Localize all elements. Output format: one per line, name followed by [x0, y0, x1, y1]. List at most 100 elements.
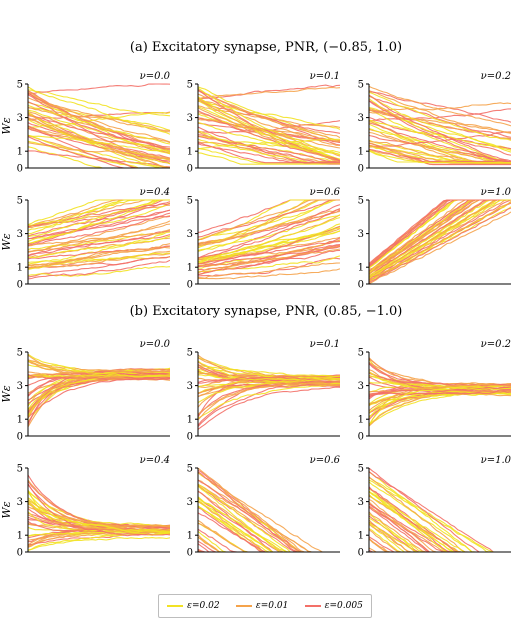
series-line	[198, 380, 340, 421]
y-tick-label: 3	[17, 497, 23, 508]
series-line	[28, 245, 170, 269]
series-line	[28, 89, 170, 117]
panel-title: ν=0.0	[140, 339, 171, 350]
series-line	[28, 199, 170, 238]
y-tick-label: 0	[187, 432, 193, 443]
series-line	[28, 134, 170, 169]
series-line	[28, 231, 170, 265]
series-group	[198, 467, 340, 553]
y-tick-label: 3	[187, 381, 193, 392]
legend-item: ε=0.02	[167, 601, 220, 611]
series-line	[198, 199, 340, 247]
series-line	[369, 477, 511, 553]
series-group	[28, 199, 170, 280]
series-line	[28, 243, 170, 269]
series-line	[198, 366, 340, 384]
panel-title: ν=0.4	[140, 187, 170, 198]
series-line	[198, 240, 340, 265]
series-line	[28, 235, 170, 259]
series-line	[369, 199, 511, 277]
legend-label-eps-001: ε=0.01	[255, 601, 289, 611]
series-line	[28, 199, 170, 226]
series-group	[28, 474, 170, 551]
series-line	[369, 95, 511, 138]
y-tick-label: 1	[187, 531, 193, 542]
y-tick-label: 1	[17, 147, 23, 158]
panel-title: ν=1.0	[481, 187, 512, 198]
series-line	[28, 259, 170, 280]
series-line	[198, 357, 340, 379]
panel-title: ν=0.0	[140, 71, 171, 82]
series-line	[28, 83, 170, 95]
series-line	[198, 378, 340, 404]
y-tick-label: 3	[187, 497, 193, 508]
series-line	[198, 384, 340, 419]
y-tick-label: 0	[17, 164, 23, 175]
series-line	[369, 201, 511, 282]
y-tick-label: 5	[358, 196, 364, 207]
y-tick-label: 5	[17, 80, 23, 91]
y-tick-label: 0	[358, 432, 364, 443]
panel: 0 1 3 5 ν=0.1	[187, 339, 340, 443]
y-tick-label: 0	[358, 280, 364, 291]
y-tick-label: 0	[187, 548, 193, 559]
series-line	[369, 100, 511, 163]
y-tick-label: 5	[17, 464, 23, 475]
y-tick-label: 5	[187, 464, 193, 475]
y-tick-label: 5	[358, 348, 364, 359]
series-line	[198, 87, 340, 156]
series-line	[198, 374, 340, 381]
y-tick-label: 3	[187, 113, 193, 124]
series-line	[28, 528, 170, 541]
panel: 0 1 3 5 ν=0.6	[187, 187, 341, 291]
series-line	[369, 387, 511, 426]
y-tick-label: 1	[17, 263, 23, 274]
series-line	[28, 215, 170, 240]
panel: 0 1 3 5 ν=1.0	[358, 455, 512, 559]
series-line	[369, 122, 511, 164]
panel: 0 1 3 5 ν=0.6	[187, 455, 341, 559]
series-line	[198, 138, 340, 150]
y-tick-label: 3	[358, 229, 364, 240]
series-line	[198, 84, 340, 100]
panel: 0 1 3 5 ν=0.0 Wε	[0, 71, 171, 175]
series-line	[369, 108, 511, 122]
panel-title: ν=0.4	[140, 455, 170, 466]
series-line	[198, 199, 340, 238]
panel-title: ν=0.1	[310, 71, 340, 82]
y-tick-label: 5	[358, 464, 364, 475]
y-tick-label: 0	[358, 548, 364, 559]
series-line	[198, 384, 340, 427]
series-line	[28, 537, 170, 551]
y-axis-label: Wε	[0, 501, 13, 518]
series-line	[28, 215, 170, 252]
y-tick-label: 0	[187, 164, 193, 175]
series-line	[369, 116, 511, 150]
series-group	[369, 85, 511, 166]
y-tick-label: 5	[358, 80, 364, 91]
series-line	[198, 204, 340, 259]
series-line	[369, 386, 511, 395]
series-line	[369, 119, 511, 151]
series-line	[28, 499, 170, 533]
series-line	[198, 98, 340, 164]
panel: 0 1 3 5 ν=0.4 Wε	[0, 187, 170, 291]
panel-title: ν=0.1	[310, 339, 340, 350]
y-axis-label: Wε	[0, 117, 13, 134]
series-line	[369, 91, 511, 123]
y-tick-label: 1	[187, 147, 193, 158]
panel: 0 1 3 5 ν=1.0	[358, 187, 512, 291]
y-tick-label: 3	[358, 113, 364, 124]
series-line	[198, 245, 340, 276]
y-tick-label: 3	[358, 497, 364, 508]
panel-title: ν=1.0	[481, 455, 512, 466]
series-line	[28, 353, 170, 378]
series-line	[369, 374, 511, 389]
legend-swatch-eps-002	[167, 605, 184, 607]
series-line	[198, 386, 340, 430]
series-group	[369, 357, 511, 427]
y-tick-label: 1	[358, 263, 364, 274]
legend-item: ε=0.005	[304, 601, 363, 611]
series-line	[28, 201, 170, 245]
y-tick-label: 3	[17, 229, 23, 240]
